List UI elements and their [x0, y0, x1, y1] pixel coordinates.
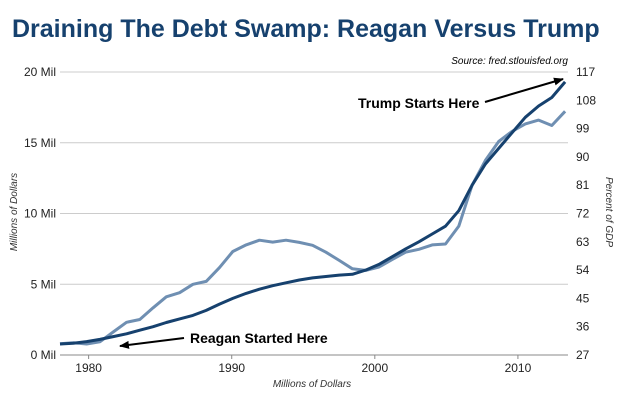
- y-right-tick-label: 63: [576, 235, 590, 249]
- annotation-trump-arrow: [484, 77, 564, 103]
- gridlines: [60, 71, 568, 356]
- y-left-tick-label: 5 Mil: [31, 277, 56, 291]
- annotation-trump-label: Trump Starts Here: [358, 95, 480, 111]
- y-axis-left-title: Millions of Dollars: [9, 173, 20, 251]
- y-right-tick-label: 99: [576, 122, 590, 136]
- series-line-percent-gdp: [59, 110, 567, 346]
- x-tick-label: 2000: [361, 361, 388, 375]
- left-axis-ticks: 0 Mil 5 Mil 10 Mil 15 Mil 20 Mil: [24, 65, 56, 362]
- annotation-trump: Trump Starts Here: [358, 77, 564, 111]
- y-right-tick-label: 45: [576, 291, 590, 305]
- y-axis-right-title: Percent of GDP: [603, 177, 614, 247]
- x-tick-label: 1980: [75, 361, 102, 375]
- annotation-reagan: Reagan Started Here: [119, 330, 328, 349]
- y-left-tick-label: 0 Mil: [31, 348, 56, 362]
- y-right-tick-label: 72: [576, 207, 590, 221]
- x-tick-label: 1990: [218, 361, 245, 375]
- y-left-tick-label: 15 Mil: [24, 136, 56, 150]
- x-axis-ticks: 1980 1990 2000 2010: [75, 355, 532, 375]
- y-right-tick-label: 81: [576, 178, 590, 192]
- y-right-tick-label: 27: [576, 348, 590, 362]
- annotation-reagan-label: Reagan Started Here: [190, 330, 328, 346]
- right-axis-ticks: 27 36 45 54 63 72 81 90 99 108 117: [576, 65, 596, 362]
- y-right-tick-label: 36: [576, 320, 590, 334]
- y-right-tick-label: 90: [576, 150, 590, 164]
- y-right-tick-label: 117: [576, 65, 595, 79]
- y-right-tick-label: 54: [576, 263, 590, 277]
- chart-title: Draining The Debt Swamp: Reagan Versus T…: [12, 15, 600, 43]
- x-tick-label: 2010: [505, 361, 532, 375]
- chart-source: Source: fred.stlouisfed.org: [451, 56, 568, 67]
- y-right-tick-label: 108: [576, 93, 596, 107]
- y-left-tick-label: 20 Mil: [24, 65, 56, 79]
- y-left-tick-label: 10 Mil: [24, 207, 56, 221]
- x-axis-title: Millions of Dollars: [273, 379, 351, 390]
- series-line-debt: [59, 80, 567, 346]
- annotation-reagan-arrow: [119, 337, 185, 349]
